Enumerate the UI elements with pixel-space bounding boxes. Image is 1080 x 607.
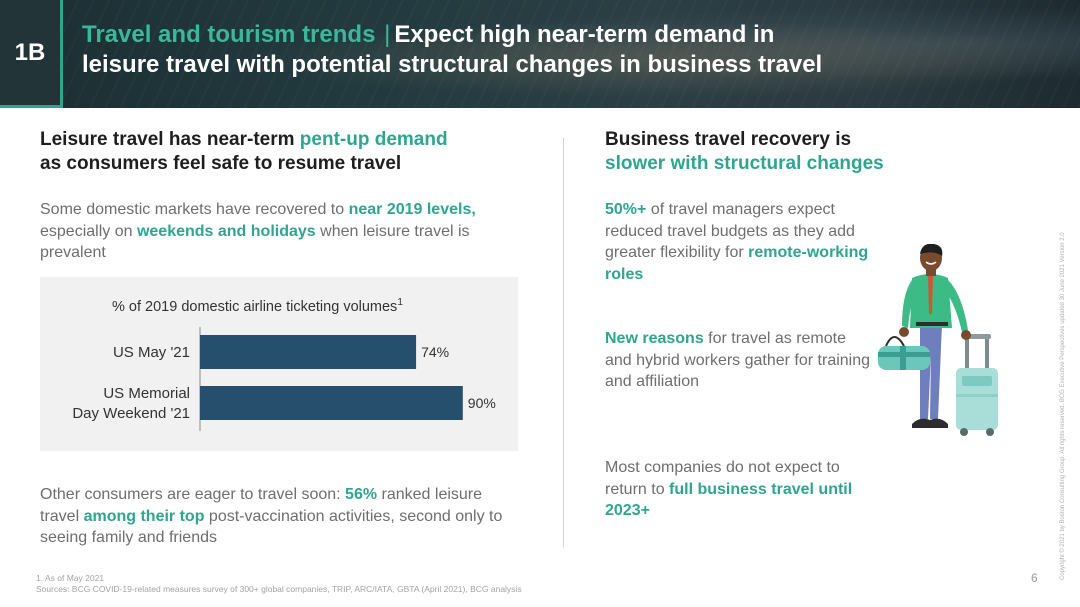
title-line-1-rest: Expect high near-term demand in <box>394 21 775 48</box>
right-heading-b: slower with structural changes <box>605 153 884 174</box>
chart-bar <box>200 335 417 369</box>
page-title: Travel and tourism trends | Expect high n… <box>82 20 1062 80</box>
left-heading-a: Leisure travel has near-term <box>40 129 300 150</box>
right-heading: Business travel recovery is slower with s… <box>605 128 905 176</box>
left-heading-b: pent-up demand <box>299 129 448 150</box>
chart-category-label: US Memorial Day Weekend '21 <box>72 385 190 422</box>
left-p1-e: when leisure travel is prevalent <box>40 222 470 262</box>
left-p1-d: weekends and holidays <box>136 222 316 240</box>
right-p1-a: 50%+ <box>605 201 647 218</box>
chart-title-footnote: 1 <box>397 297 403 308</box>
left-heading: Leisure travel has near-term pent-up dem… <box>40 128 520 176</box>
left-column: Leisure travel has near-term pent-up dem… <box>40 128 520 176</box>
chart-value-label: 74% <box>421 344 449 360</box>
title-line-2: leisure travel with potential structural… <box>82 51 823 78</box>
chart-category-label: US May '21 <box>113 344 190 361</box>
right-heading-a: Business travel recovery is <box>605 129 852 150</box>
page-number: 6 <box>1031 571 1038 585</box>
footnote-1: 1. As of May 2021 <box>36 573 105 583</box>
left-p1-a: Some domestic markets have recovered to <box>40 201 349 218</box>
chart-title: % of 2019 domestic airline ticketing vol… <box>112 297 403 315</box>
left-p1-b: near 2019 levels, <box>348 201 476 218</box>
footnote-sources: Sources: BCG COVID-19-related measures s… <box>36 584 522 594</box>
right-p2-b: for travel as remote and hybrid workers … <box>605 330 871 390</box>
copyright-notice: Copyright © 2021 by Boston Consulting Gr… <box>1060 232 1066 580</box>
left-p2-e: post-vaccination activities, second only… <box>40 507 503 547</box>
right-paragraph-1: 50%+ of travel managers expect reduced t… <box>605 199 875 285</box>
right-column: Business travel recovery is slower with s… <box>605 128 905 176</box>
chart-value-label: 90% <box>468 395 496 411</box>
left-p2-a: Other consumers are eager to travel soon… <box>40 486 346 503</box>
left-paragraph-1: Some domestic markets have recovered to … <box>40 199 520 264</box>
section-badge-label: 1B <box>14 38 46 66</box>
business-traveler-illustration <box>878 244 998 436</box>
left-p2-b: 56% <box>345 486 378 503</box>
right-paragraph-3: Most companies do not expect to return t… <box>605 457 875 522</box>
right-p3-b: full business travel until 2023+ <box>605 480 853 520</box>
left-p1-c: especially on <box>40 222 137 240</box>
footnotes: 1. As of May 2021 Sources: BCG COVID-19-… <box>36 573 522 595</box>
ticketing-chart: % of 2019 domestic airline ticketing vol… <box>40 277 518 451</box>
section-badge: 1B <box>0 0 63 108</box>
left-paragraph-2: Other consumers are eager to travel soon… <box>40 484 520 549</box>
title-separator: | <box>384 21 391 48</box>
right-paragraph-2: New reasons for travel as remote and hyb… <box>605 328 875 393</box>
right-p1-c: remote-working roles <box>605 244 869 283</box>
header-banner <box>0 0 1080 108</box>
column-divider <box>563 138 564 548</box>
chart-bar <box>200 386 463 420</box>
left-heading-c: as consumers feel safe to resume travel <box>40 153 402 174</box>
chart-plot: 74% US May '21 90% US Memorial Day Weekend '… <box>72 327 496 431</box>
left-p2-d: among their top <box>83 507 205 525</box>
right-p2-a: New reasons <box>605 330 704 347</box>
right-p1-b: of travel managers expect reduced travel… <box>605 201 855 261</box>
title-accent: Travel and tourism trends <box>82 21 376 48</box>
right-p3-a: Most companies do not expect to return t… <box>605 459 840 498</box>
chart-title-text: % of 2019 domestic airline ticketing vol… <box>112 298 398 315</box>
title-line-1: Travel and tourism trends | Expect high n… <box>82 20 1062 50</box>
left-p2-c: ranked leisure travel <box>40 486 483 525</box>
